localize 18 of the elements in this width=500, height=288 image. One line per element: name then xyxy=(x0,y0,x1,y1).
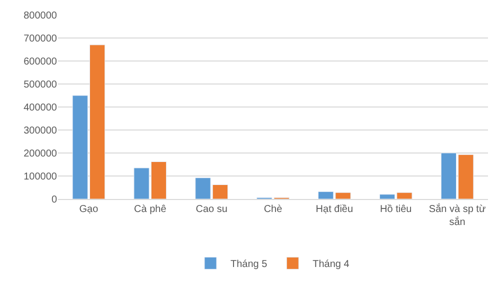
x-tick-label: Cà phê xyxy=(134,204,167,215)
y-tick-label: 300000 xyxy=(24,126,58,136)
x-tick-label: Hạt điều xyxy=(316,204,354,215)
y-tick-label: 100000 xyxy=(24,172,58,182)
y-tick-label: 400000 xyxy=(24,102,58,114)
x-tick-label: Chè xyxy=(264,204,283,215)
y-tick-label: 700000 xyxy=(24,34,58,44)
y-tick-label: 800000 xyxy=(24,10,58,22)
y-tick-label: 500000 xyxy=(24,80,58,90)
y-tick-label: 0 xyxy=(51,194,58,206)
x-tick-label: Gạo xyxy=(79,204,99,215)
x-tick-label: Hồ tiêu xyxy=(380,204,412,215)
x-tick-label: Sắn và sp từ sắn xyxy=(428,203,486,228)
y-tick-label: 200000 xyxy=(24,148,58,160)
x-tick-label: Cao su xyxy=(196,204,228,215)
y-tick-label: 600000 xyxy=(24,56,58,68)
legend-label: Tháng 4 xyxy=(312,259,350,270)
legend-label: Tháng 5 xyxy=(230,259,268,270)
